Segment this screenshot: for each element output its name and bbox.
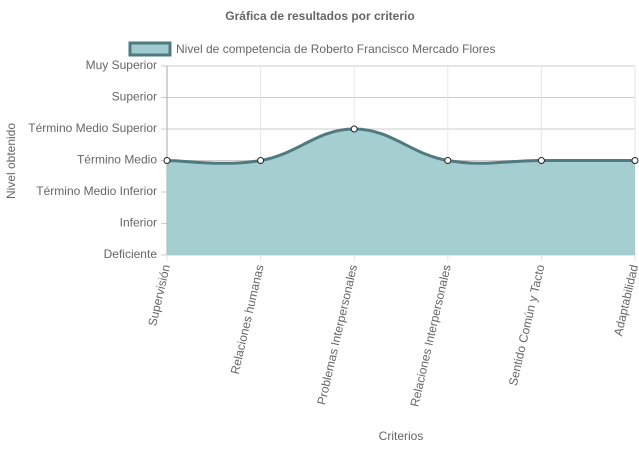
area-fill	[167, 129, 635, 255]
y-tick-label: Superior	[112, 90, 157, 104]
y-tick-label: Término Medio Inferior	[36, 184, 157, 198]
x-tick-label: Sentido Común y Tacto	[506, 263, 548, 387]
x-tick-label: Problemas Interpersonales	[314, 263, 360, 406]
x-tick-label: Relaciones humanas	[228, 263, 267, 375]
x-tick-label: Relaciones Interpersonales	[407, 263, 453, 408]
point	[350, 125, 358, 133]
y-tick-label: Deficiente	[104, 247, 158, 261]
x-tick-label: Supervisión	[145, 263, 173, 327]
chart-title: Gráfica de resultados por criterio	[225, 9, 414, 23]
y-tick-label: Muy Superior	[86, 58, 157, 72]
y-tick-label: Término Medio	[77, 153, 157, 167]
x-axis-title: Criterios	[379, 429, 424, 443]
y-axis-title: Nivel obtenido	[4, 123, 18, 199]
point	[631, 157, 639, 164]
point	[257, 157, 265, 164]
legend-label[interactable]: Nivel de competencia de Roberto Francisc…	[176, 42, 495, 56]
point	[537, 157, 545, 164]
legend-swatch[interactable]	[128, 41, 172, 57]
point	[444, 157, 452, 164]
x-tick-label: Adaptabilidad	[611, 263, 639, 337]
line	[166, 127, 635, 165]
point	[163, 157, 171, 164]
y-tick-label: Inferior	[120, 216, 157, 230]
y-tick-label: Término Medio Superior	[28, 121, 157, 135]
